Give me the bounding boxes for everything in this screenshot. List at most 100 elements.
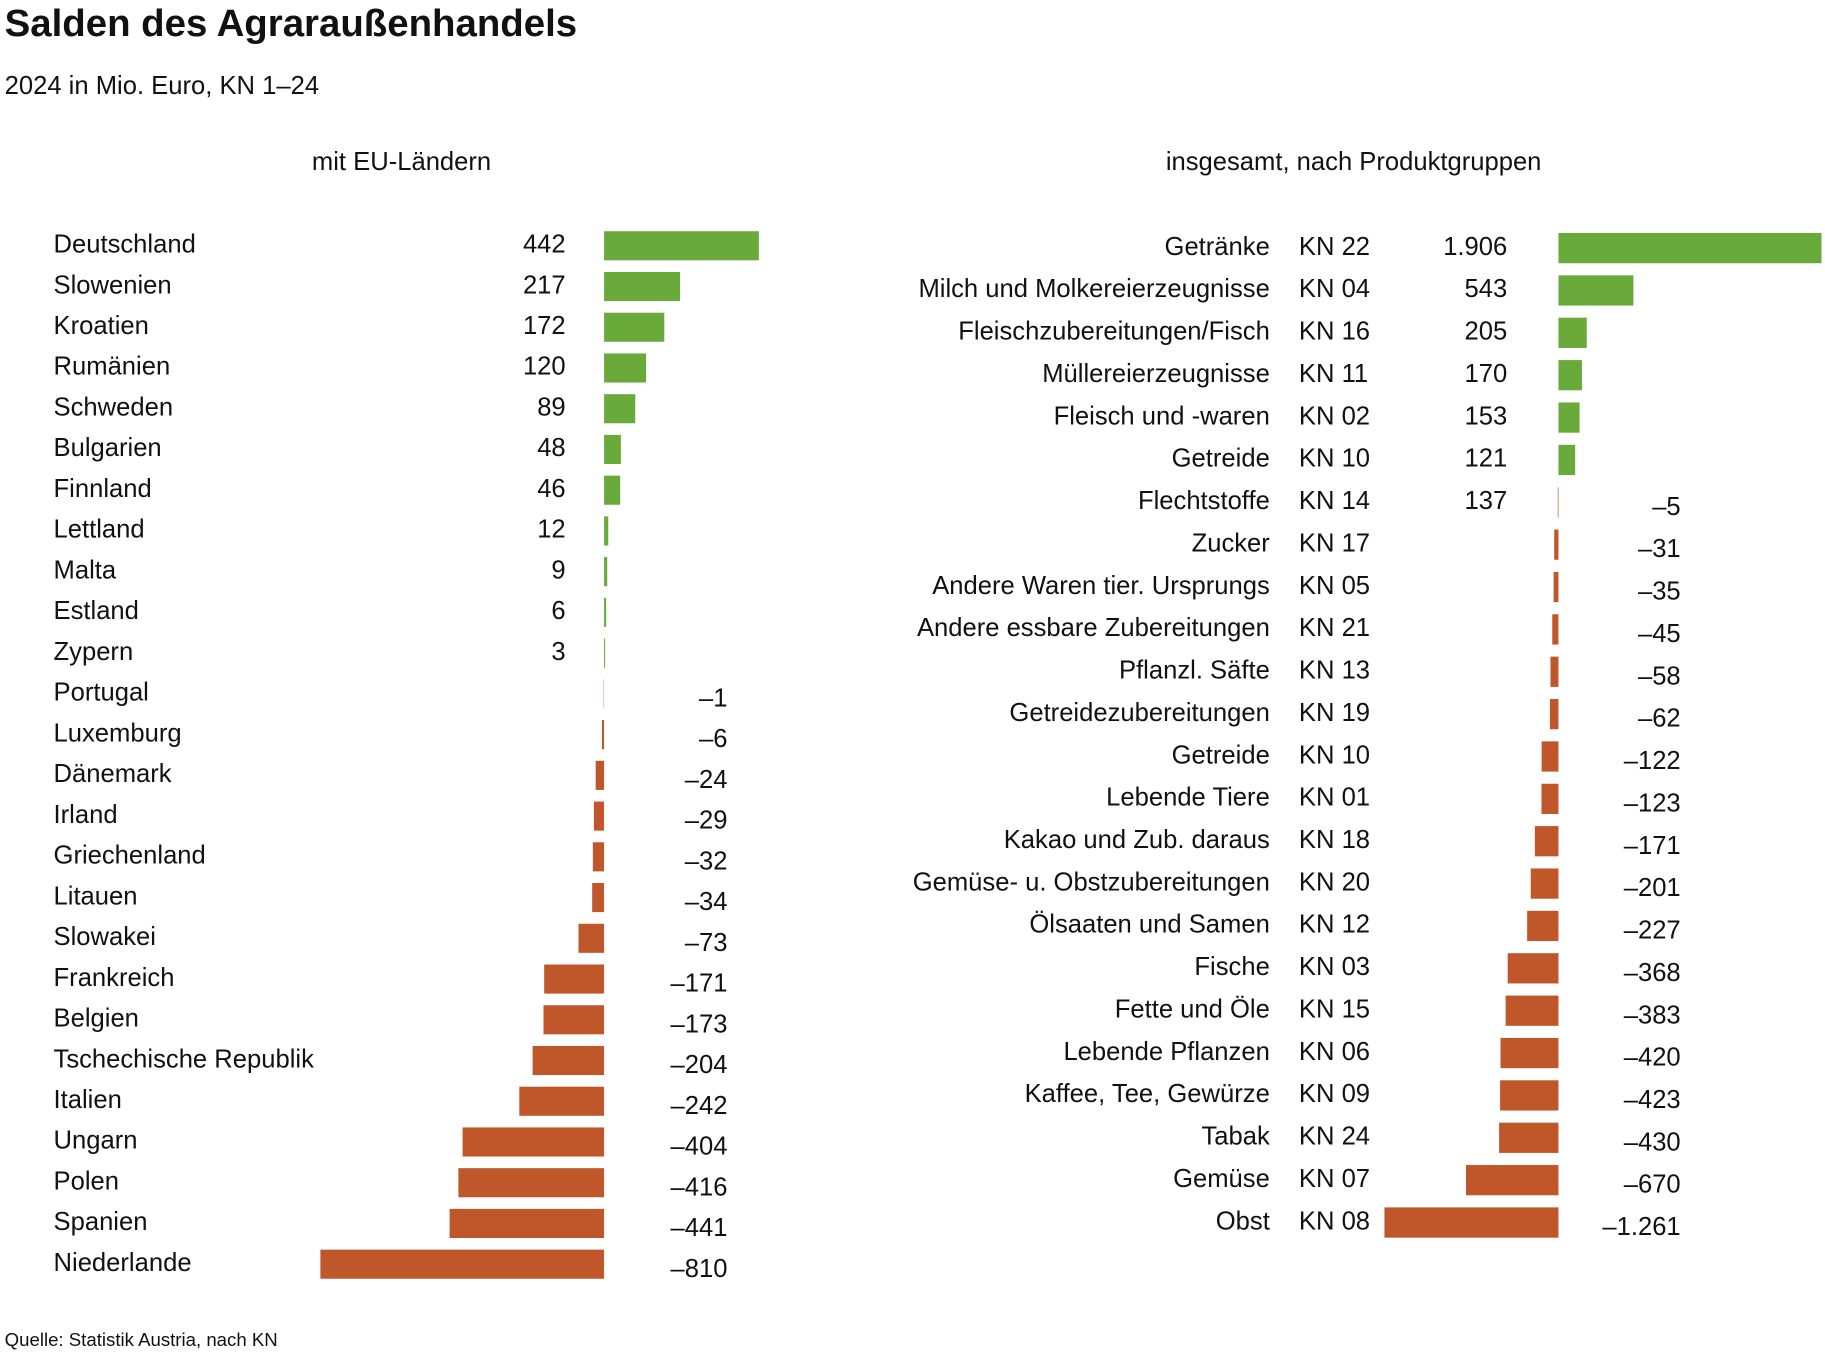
bar <box>1466 1165 1559 1196</box>
category-label: Slowakei <box>54 923 156 951</box>
category-label: Gemüse- u. Obstzubereitungen <box>913 868 1270 896</box>
bar <box>1558 317 1587 348</box>
panel-title: insgesamt, nach Produktgruppen <box>1166 148 1542 176</box>
category-label: Italien <box>54 1086 122 1114</box>
code-label: KN 17 <box>1299 529 1370 557</box>
value-label: –24 <box>685 766 728 794</box>
category-label: Fleischzubereitungen/Fisch <box>958 318 1270 346</box>
annotation: 137 <box>1465 487 1508 515</box>
code-label: KN 21 <box>1299 614 1370 642</box>
code-label: KN 10 <box>1299 741 1370 769</box>
code-label: KN 11 <box>1299 360 1368 388</box>
category-label: Bulgarien <box>54 434 162 462</box>
category-label: Getränke <box>1165 233 1270 261</box>
bar <box>1505 995 1559 1026</box>
category-label: Irland <box>54 801 118 829</box>
value-label: 153 <box>1465 402 1508 430</box>
category-label: Obst <box>1216 1207 1270 1235</box>
bar <box>1384 1207 1559 1238</box>
value-label: 205 <box>1465 318 1508 346</box>
bar <box>1558 275 1634 306</box>
code-label: KN 24 <box>1299 1123 1370 1151</box>
category-label: Müllereierzeugnisse <box>1042 360 1270 388</box>
bar <box>458 1168 605 1198</box>
source: Quelle: Statistik Austria, nach KN <box>5 1329 278 1350</box>
bar <box>1553 571 1559 603</box>
value-label: –5 <box>1652 493 1680 521</box>
value-label: –670 <box>1624 1171 1681 1199</box>
value-label: –45 <box>1638 620 1681 648</box>
category-label: Polen <box>54 1167 119 1195</box>
category-label: Andere Waren tier. Ursprungs <box>932 572 1270 600</box>
category-label: Zucker <box>1192 529 1271 557</box>
category-label: Frankreich <box>54 964 175 992</box>
bar <box>1507 953 1559 984</box>
value-label: –441 <box>671 1214 728 1242</box>
value-label: –368 <box>1624 959 1681 987</box>
value-label: 12 <box>537 516 565 544</box>
code-label: KN 19 <box>1299 699 1370 727</box>
category-label: Zypern <box>54 638 134 666</box>
value-label: 1.906 <box>1443 233 1507 261</box>
bar <box>592 842 605 872</box>
bar <box>1558 232 1822 264</box>
category-label: Portugal <box>54 679 149 707</box>
value-label: 543 <box>1465 275 1508 303</box>
category-label: Luxemburg <box>54 719 182 747</box>
bar <box>1558 402 1580 433</box>
category-label: Belgien <box>54 1005 139 1033</box>
value-label: 442 <box>523 231 566 259</box>
bar <box>595 760 605 790</box>
category-label: Gemüse <box>1173 1165 1270 1193</box>
value-label: –123 <box>1624 789 1681 817</box>
bar <box>1530 868 1559 899</box>
bar <box>1500 1080 1559 1111</box>
category-label: Spanien <box>54 1208 148 1236</box>
bar <box>604 312 665 342</box>
value-label: –122 <box>1624 747 1681 775</box>
bar <box>1499 1122 1559 1153</box>
value-label: –242 <box>671 1092 728 1120</box>
bar <box>1554 529 1559 560</box>
bar <box>604 434 621 465</box>
bar <box>1550 656 1559 687</box>
bar <box>604 271 681 302</box>
code-label: KN 07 <box>1299 1165 1370 1193</box>
value-label: –58 <box>1638 662 1681 690</box>
value-label: 170 <box>1465 360 1508 388</box>
value-label: 89 <box>537 393 565 421</box>
bar <box>604 597 607 627</box>
value-label: –227 <box>1624 917 1681 945</box>
category-label: Milch und Molkereierzeugnisse <box>918 275 1269 303</box>
bar <box>1549 698 1559 730</box>
category-label: Ölsaaten und Samen <box>1029 911 1269 939</box>
value-label: –416 <box>671 1173 728 1201</box>
value-label: 6 <box>551 597 565 625</box>
category-label: Pflanzl. Säfte <box>1119 657 1270 685</box>
code-label: KN 22 <box>1299 233 1370 261</box>
bar <box>604 231 759 261</box>
bar <box>604 516 609 546</box>
category-label: Getreide <box>1172 445 1270 473</box>
category-label: Tabak <box>1202 1123 1270 1151</box>
bar <box>544 964 605 994</box>
bar <box>604 394 636 424</box>
value-label: –404 <box>671 1133 728 1161</box>
category-label: Kroatien <box>54 312 149 340</box>
category-label: Schweden <box>54 393 174 421</box>
category-label: Getreide <box>1172 741 1270 769</box>
bar <box>519 1086 605 1116</box>
bar <box>604 557 608 587</box>
code-label: KN 14 <box>1299 487 1370 515</box>
code-label: KN 08 <box>1299 1207 1370 1235</box>
value-label: 120 <box>523 353 566 381</box>
code-label: KN 12 <box>1299 911 1370 939</box>
code-label: KN 20 <box>1299 868 1370 896</box>
value-label: –35 <box>1638 578 1681 606</box>
code-label: KN 02 <box>1299 402 1370 430</box>
value-label: –32 <box>685 847 728 875</box>
category-label: Slowenien <box>54 271 172 299</box>
panel-title: mit EU-Ländern <box>312 148 491 176</box>
bar <box>1558 444 1576 476</box>
value-label: –31 <box>1638 535 1681 563</box>
